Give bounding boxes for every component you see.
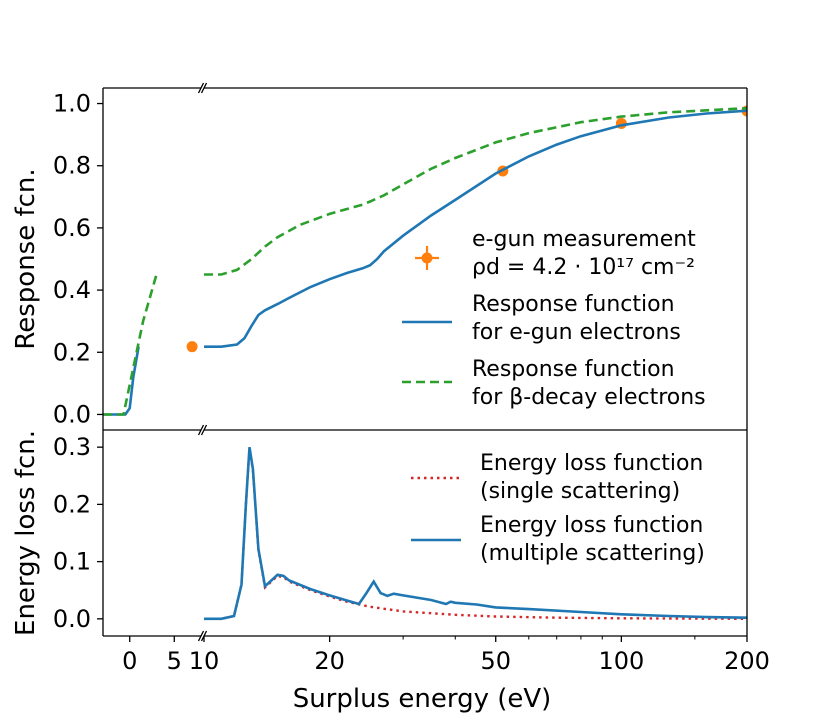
x-axis-label: Surplus energy (eV) (293, 684, 552, 714)
top-y-tick-label-2: 0.4 (53, 276, 91, 304)
legend-measurement-text-line-0: e-gun measurement (472, 227, 696, 252)
x-tick-label-6: 200 (724, 647, 770, 675)
x-tick-label-2: 10 (189, 647, 220, 675)
x-tick-label-3: 20 (314, 647, 345, 675)
bottom-panel-series (204, 446, 747, 621)
bottom-series-1-line (204, 446, 747, 621)
bottom-y-tick-label-2: 0.2 (53, 490, 91, 518)
legend-single-scattering-text-line-1: (single scattering) (480, 479, 680, 504)
x-tick-label-1: 5 (167, 647, 182, 675)
legend-multiple-scattering-text-line-0: Energy loss function (480, 513, 703, 538)
bottom-y-tick-label-1: 0.1 (53, 548, 91, 576)
break-mark-0-1 (200, 82, 208, 94)
break-mark-1-0 (197, 424, 205, 436)
bottom-y-tick-label-0: 0.0 (53, 605, 91, 633)
break-mark-0-0 (197, 82, 205, 94)
top-measurement-point-0 (186, 341, 198, 353)
y-axis-label-bottom: Energy loss fcn. (11, 430, 41, 636)
top-y-tick-label-0: 0.0 (53, 400, 91, 428)
legend-beta-text-line-1: for β-decay electrons (472, 385, 706, 410)
legend-egun-text-line-0: Response function (472, 292, 675, 317)
top-y-tick-label-3: 0.6 (53, 214, 91, 242)
axis-ticks: 0.0 0.2 0.4 0.6 0.8 1.0 0.0 0.1 0.2 0.3 0 5 10 20 50 10… (53, 90, 770, 675)
y-axis-label-top: Response fcn. (11, 168, 41, 349)
top-y-tick-label-4: 0.8 (53, 152, 91, 180)
bottom-series-0-line (204, 448, 747, 620)
break-mark-1-1 (200, 424, 208, 436)
break-mark-2-0 (197, 630, 205, 642)
legend-measurement-marker (421, 252, 433, 264)
legend-measurement-text-line-1: ρd = 4.2 · 10¹⁷ cm⁻² (472, 255, 695, 280)
top-y-tick-label-1: 0.2 (53, 338, 91, 366)
panel-frames (102, 87, 748, 637)
top-panel-series (103, 105, 747, 416)
legend-egun-text-line-1: for e-gun electrons (472, 320, 681, 345)
x-tick-label-0: 0 (122, 647, 137, 675)
bottom-y-tick-label-3: 0.3 (53, 433, 91, 461)
top-series-2-line (103, 106, 747, 416)
legend-beta-text-line-0: Response function (472, 357, 675, 382)
x-tick-label-5: 100 (598, 647, 644, 675)
top-y-tick-label-5: 1.0 (53, 90, 91, 118)
legend-single-scattering-text-line-0: Energy loss function (480, 451, 703, 476)
legends: e-gun measurement ρd = 4.2 · 10¹⁷ cm⁻² Res… (402, 227, 706, 566)
x-tick-label-4: 50 (480, 647, 511, 675)
legend-multiple-scattering-text-line-1: (multiple scattering) (480, 541, 705, 566)
